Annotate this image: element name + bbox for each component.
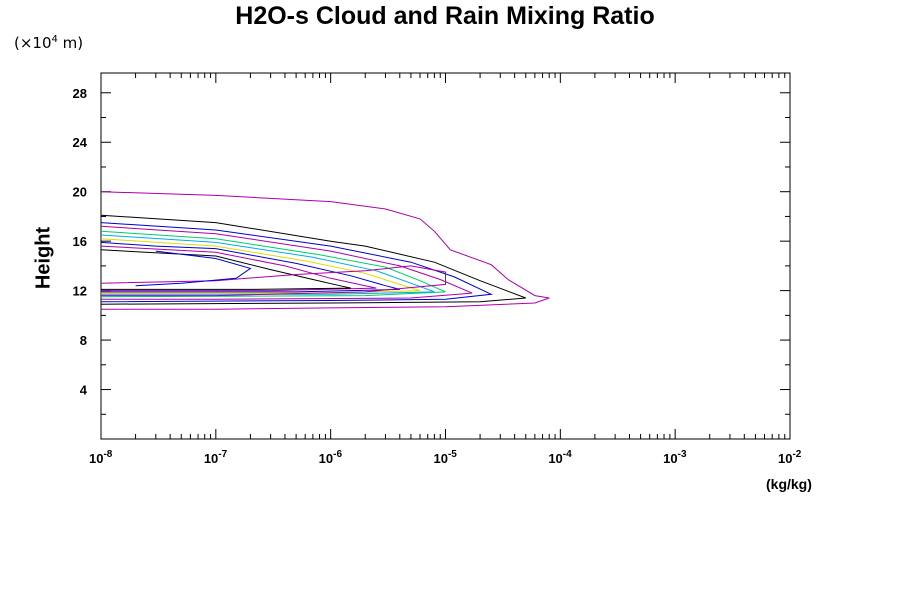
x-tick-label: 10-7 — [204, 449, 228, 466]
x-tick-label: 10-6 — [319, 449, 343, 466]
series-line-1 — [100, 191, 550, 310]
x-tick-label: 10-5 — [434, 449, 458, 466]
x-axis-unit-label: (kg/kg) — [766, 476, 812, 492]
y-scale-note-suffix: m) — [57, 34, 84, 52]
y-scale-note-exponent: 4 — [51, 34, 58, 45]
axis-tick-labels: 10-8 10-7 10-6 10-5 10-4 10-3 10-2 4 8 12 16 20 24 28 — [73, 86, 802, 466]
y-tick-label: 4 — [80, 383, 88, 398]
y-scale-note-prefix: (×10 — [14, 34, 52, 52]
chart-title: H2O-s Cloud and Rain Mixing Ratio — [235, 2, 655, 30]
x-tick-label: 10-3 — [663, 449, 687, 466]
x-tick-label: 10-4 — [548, 449, 572, 466]
y-tick-label: 28 — [73, 86, 87, 101]
plot-frame — [100, 72, 791, 440]
axis-ticks — [100, 73, 791, 439]
series-line-6 — [100, 234, 435, 295]
series-line-4 — [100, 225, 473, 300]
y-tick-label: 24 — [73, 135, 88, 150]
y-tick-label: 20 — [73, 185, 87, 200]
series-line-11 — [100, 265, 446, 297]
series-line-12 — [135, 250, 252, 287]
series-line-10 — [100, 249, 352, 290]
y-tick-label: 16 — [73, 234, 87, 249]
series-line-8 — [100, 241, 400, 293]
y-tick-label: 12 — [73, 284, 87, 299]
x-tick-label: 10-2 — [778, 449, 802, 466]
series-line-2 — [100, 214, 526, 305]
series-group — [100, 191, 550, 310]
series-line-9 — [100, 245, 377, 292]
series-line-3 — [100, 222, 494, 303]
y-tick-label: 8 — [80, 333, 87, 348]
y-scale-note: (×104 m) — [14, 34, 83, 52]
x-tick-label: 10-8 — [89, 449, 113, 466]
series-line-5 — [100, 230, 446, 298]
